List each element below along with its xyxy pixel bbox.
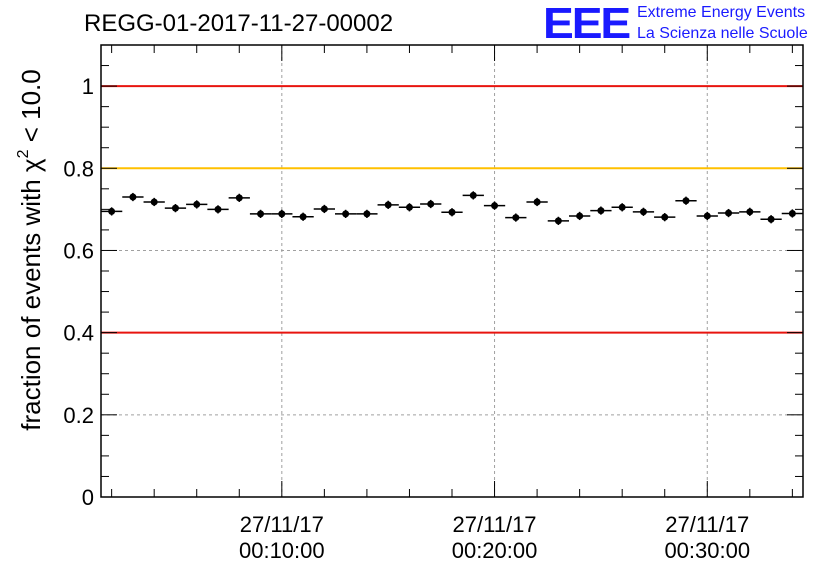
logo-line-2: La Scienza nelle Scuole (637, 25, 808, 42)
data-point (725, 209, 733, 217)
x-tick-label-date: 27/11/17 (665, 512, 749, 537)
data-point (363, 210, 371, 218)
data-point (150, 198, 158, 206)
data-point (512, 214, 520, 222)
data-point (129, 193, 137, 201)
data-point (491, 202, 499, 210)
data-point (193, 200, 201, 208)
data-point (576, 212, 584, 220)
x-tick-label-date: 27/11/17 (453, 512, 537, 537)
chart-title: REGG-01-2017-11-27-00002 (84, 10, 394, 37)
data-point (618, 203, 626, 211)
y-axis-label-exponent: 2 (15, 149, 32, 159)
data-point (427, 200, 435, 208)
y-tick-label: 1 (82, 74, 94, 99)
x-tick-label-time: 00:30:00 (664, 538, 750, 563)
plot-frame (100, 44, 804, 498)
eee-logo: EEE Extreme Energy Events La Scienza nel… (543, 2, 833, 46)
y-axis-label-symbol: χ (16, 158, 46, 173)
data-point (639, 208, 647, 216)
data-point (342, 210, 350, 218)
data-point (788, 209, 796, 217)
data-point (278, 210, 286, 218)
data-point (597, 207, 605, 215)
data-point (299, 213, 307, 221)
data-point (682, 197, 690, 205)
data-point (533, 198, 541, 206)
x-tick-label-time: 00:10:00 (239, 538, 325, 563)
y-tick-label: 0.6 (63, 238, 94, 263)
data-point (214, 205, 222, 213)
data-point (108, 207, 116, 215)
data-point (661, 213, 669, 221)
data-point (405, 203, 413, 211)
data-point (448, 208, 456, 216)
y-axis-label: fraction of events with χ2 < 10.0 (4, 40, 46, 460)
data-point (554, 217, 562, 225)
data-point (767, 215, 775, 223)
x-tick-label-time: 00:20:00 (452, 538, 538, 563)
y-axis-label-prefix: fraction of events with (16, 172, 46, 431)
eee-logo-mark: EEE (543, 0, 631, 48)
data-point (171, 204, 179, 212)
data-point (235, 194, 243, 202)
logo-line-1: Extreme Energy Events (637, 4, 806, 21)
y-tick-label: 0.4 (63, 321, 94, 346)
data-point (384, 201, 392, 209)
y-tick-label: 0.8 (63, 156, 94, 181)
x-tick-label-date: 27/11/17 (240, 512, 324, 537)
data-point (257, 210, 265, 218)
y-tick-label: 0.2 (63, 403, 94, 428)
y-axis-label-suffix: < 10.0 (16, 69, 46, 150)
data-point (703, 212, 711, 220)
data-point (746, 208, 754, 216)
data-point (320, 205, 328, 213)
data-point (469, 191, 477, 199)
y-tick-label: 0 (82, 485, 94, 510)
